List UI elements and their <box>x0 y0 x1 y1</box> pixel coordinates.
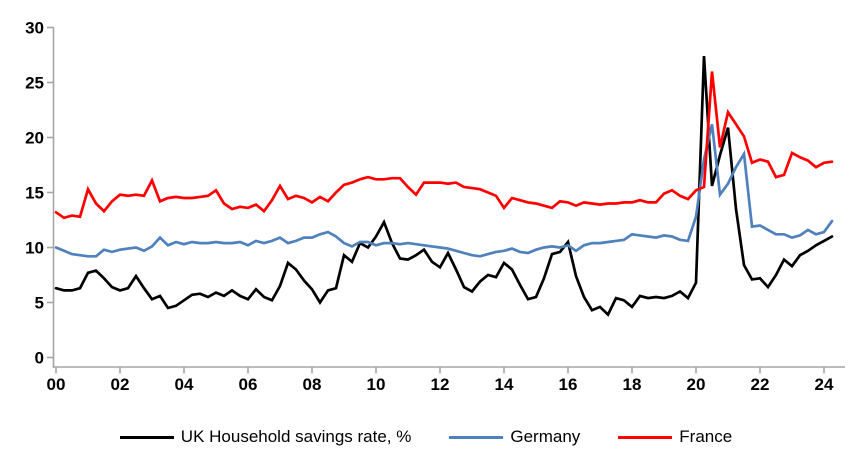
legend-label-france: France <box>679 427 733 446</box>
x-tick-label: 12 <box>431 375 450 394</box>
legend-item-germany: Germany <box>449 426 580 448</box>
legend-label-uk: UK Household savings rate, % <box>180 427 412 446</box>
y-tick-label: 30 <box>25 19 44 38</box>
x-tick-label: 14 <box>495 375 514 394</box>
y-tick-label: 10 <box>25 239 44 258</box>
x-tick-label: 24 <box>815 375 834 394</box>
x-tick-label: 20 <box>687 375 706 394</box>
y-tick-label: 25 <box>25 74 44 93</box>
x-tick-label: 08 <box>303 375 322 394</box>
legend-swatch-france-line <box>618 435 673 439</box>
x-tick-label: 02 <box>111 375 130 394</box>
x-tick-label: 16 <box>559 375 578 394</box>
x-tick-label: 06 <box>239 375 258 394</box>
x-tick-label: 04 <box>175 375 194 394</box>
y-tick-label: 0 <box>35 349 44 368</box>
legend-item-france: France <box>618 426 732 448</box>
legend-swatch-uk-line <box>119 435 174 439</box>
x-tick-label: 18 <box>623 375 642 394</box>
y-tick-label: 20 <box>25 129 44 148</box>
x-tick-label: 22 <box>751 375 770 394</box>
legend: UK Household savings rate, % Germany Fra… <box>0 426 852 448</box>
series-line-0 <box>54 56 834 317</box>
series-line-2 <box>54 71 834 220</box>
legend-label-germany: Germany <box>510 427 581 446</box>
y-tick-label: 5 <box>35 294 44 313</box>
x-tick-label: 00 <box>47 375 66 394</box>
y-tick-label: 15 <box>25 184 44 203</box>
plot-area: 0 5 10 15 20 25 30 00 02 04 06 08 10 12 14 16 18 20 22 24 <box>25 19 845 394</box>
series-line-1 <box>54 124 834 258</box>
legend-swatch-germany-line <box>449 435 504 439</box>
x-tick-label: 10 <box>367 375 386 394</box>
legend-item-uk: UK Household savings rate, % <box>119 426 412 448</box>
